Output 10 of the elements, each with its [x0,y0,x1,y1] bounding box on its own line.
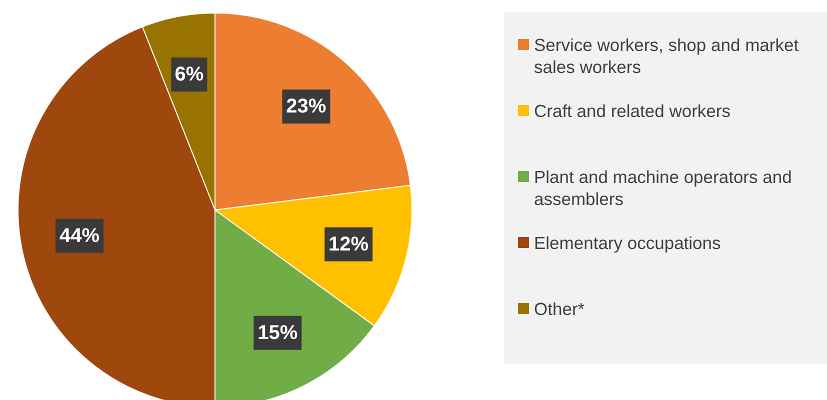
data-label: 12% [328,233,369,256]
legend-label: Service workers, shop and market sales workers [534,34,800,78]
data-label: 15% [258,322,298,344]
legend-label: Other* [534,298,585,320]
data-label: 44% [60,224,100,247]
data-label: 23% [286,96,326,118]
data-label: 6% [174,64,204,86]
legend-label: Elementary occupations [534,232,721,254]
legend-label: Craft and related workers [534,100,730,122]
legend-label: Plant and machine operators and assemblers [534,166,793,210]
